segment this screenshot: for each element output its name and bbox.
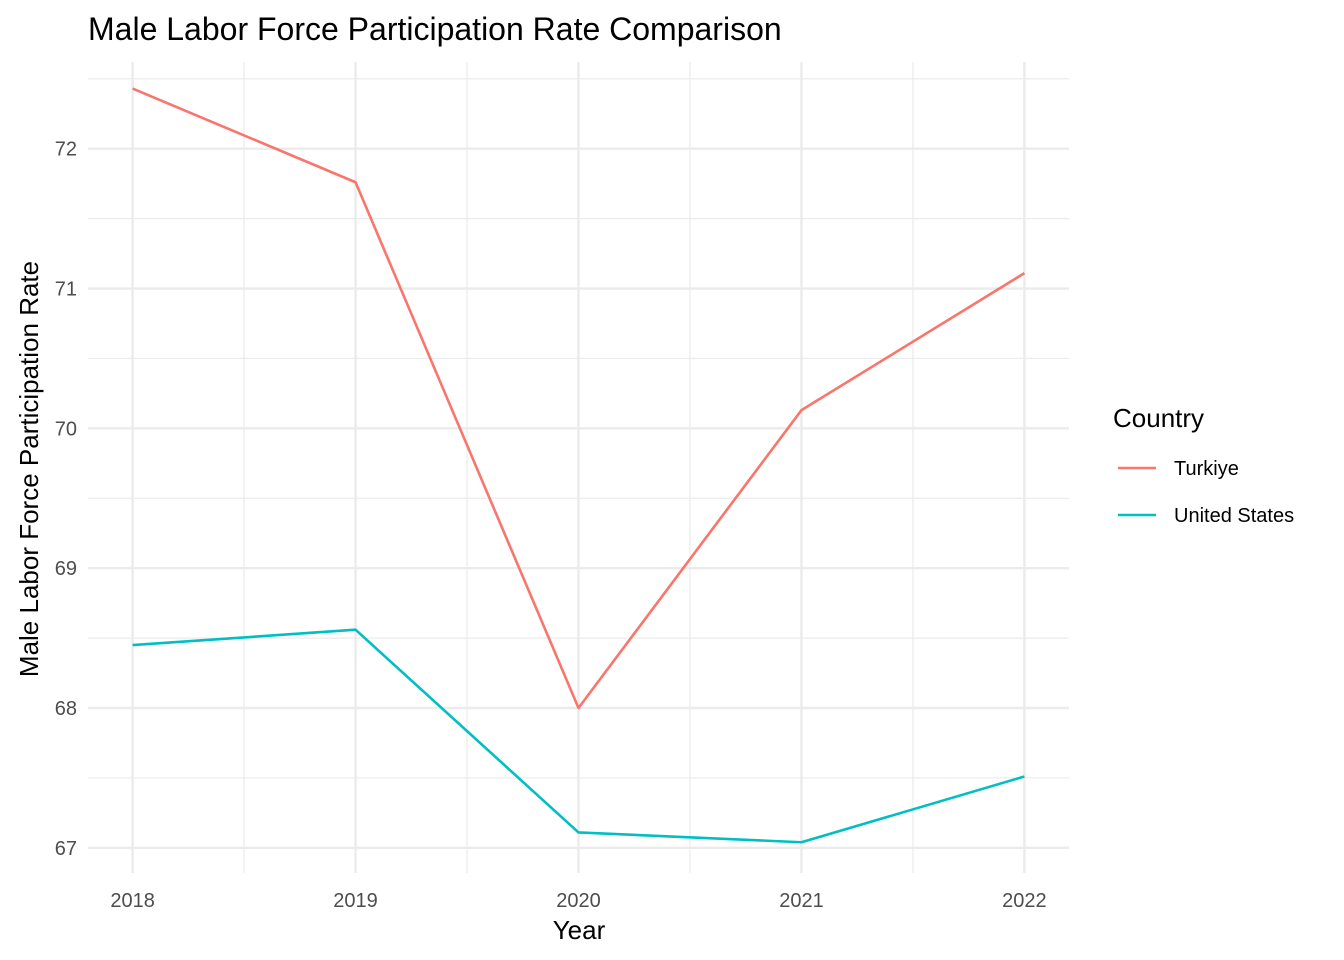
y-axis-tick-labels: 67 68 69 70 71 72 xyxy=(55,139,77,860)
series-line-turkiye xyxy=(132,87,1026,710)
y-axis-title: Male Labor Force Participation Rate xyxy=(14,261,44,677)
legend-items: Turkiye United States xyxy=(1118,458,1294,527)
grid-lines xyxy=(88,62,1069,873)
x-axis-tick-labels: 2018 2019 2020 2021 2022 xyxy=(110,890,1046,912)
y-tick-label: 67 xyxy=(55,838,77,860)
series-lines xyxy=(132,87,1026,844)
legend-label-united-states: United States xyxy=(1174,505,1294,527)
x-tick-label: 2021 xyxy=(779,890,824,912)
legend-label-turkiye: Turkiye xyxy=(1174,458,1239,480)
chart-title: Male Labor Force Participation Rate Comp… xyxy=(88,11,782,47)
y-tick-label: 68 xyxy=(55,698,77,720)
legend: Country Turkiye United States xyxy=(1113,403,1294,527)
x-tick-label: 2018 xyxy=(110,890,155,912)
legend-item-turkiye: Turkiye xyxy=(1118,458,1239,480)
x-axis-title: Year xyxy=(553,915,606,945)
y-tick-label: 69 xyxy=(55,558,77,580)
y-tick-label: 72 xyxy=(55,139,77,161)
x-tick-label: 2019 xyxy=(333,890,378,912)
legend-title: Country xyxy=(1113,403,1204,433)
legend-item-united-states: United States xyxy=(1118,505,1294,527)
y-tick-label: 70 xyxy=(55,418,77,440)
x-tick-label: 2022 xyxy=(1002,890,1047,912)
series-line-united-states xyxy=(132,628,1025,844)
x-tick-label: 2020 xyxy=(556,890,601,912)
y-tick-label: 71 xyxy=(55,279,77,301)
